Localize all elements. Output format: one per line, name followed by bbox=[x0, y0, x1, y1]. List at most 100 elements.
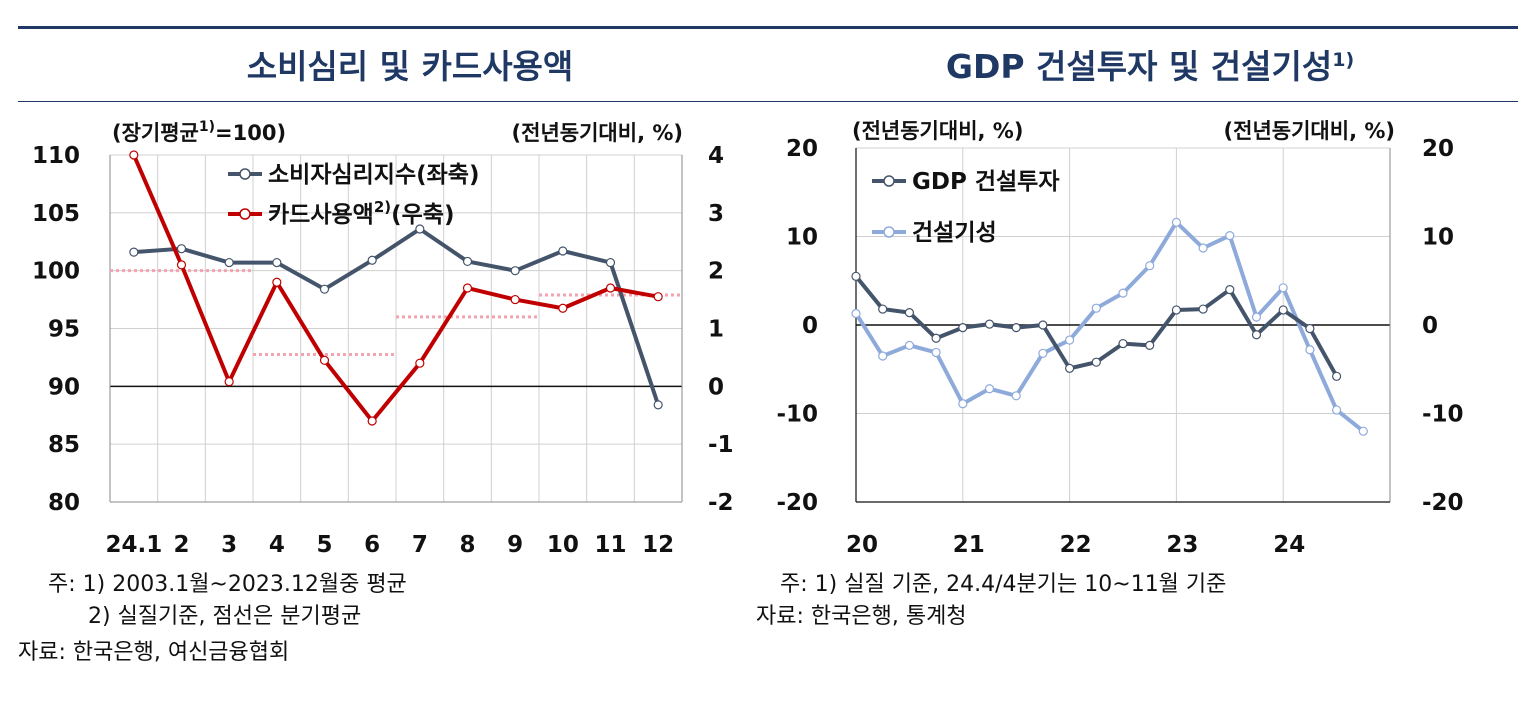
construction-output-data-point bbox=[904, 340, 915, 350]
construction-output-series-line bbox=[854, 220, 1365, 433]
right-note-1: 주: 1) 실질 기준, 24.4/4분기는 10~11월 기준 bbox=[780, 572, 1227, 597]
construction-output-data-point bbox=[1251, 312, 1262, 322]
construction-output-data-point bbox=[1278, 283, 1288, 293]
gdp-construction-data-point bbox=[958, 323, 968, 333]
x-tick-label: 4 bbox=[269, 532, 285, 558]
csi-data-point bbox=[319, 284, 330, 294]
left-unit-label: (전년동기대비, %) bbox=[852, 119, 1023, 143]
y-left-tick-label: 0 bbox=[802, 313, 818, 339]
construction-output-data-point bbox=[1011, 391, 1021, 401]
construction-output-data-point bbox=[1358, 426, 1368, 436]
gdp-construction-data-point bbox=[1198, 304, 1208, 314]
left-unit-label: (장기평균1)=100) bbox=[112, 119, 286, 145]
y-right-tick-label: 0 bbox=[1422, 313, 1438, 339]
card-data-point bbox=[129, 150, 139, 160]
y-right-tick-label: 2 bbox=[708, 259, 724, 285]
card-data-point bbox=[367, 416, 377, 426]
left-source: 자료: 한국은행, 여신금융협회 bbox=[18, 640, 290, 665]
csi-data-point bbox=[176, 244, 187, 254]
gdp-construction-series-line bbox=[854, 275, 1339, 378]
y-right-tick-label: 20 bbox=[1422, 136, 1454, 162]
gdp-construction-data-point bbox=[1278, 305, 1288, 315]
gdp-construction-data-point bbox=[1305, 323, 1315, 334]
construction-output-data-point bbox=[878, 351, 888, 361]
csi-data-point bbox=[558, 246, 568, 256]
construction-output-data-point bbox=[1091, 303, 1101, 313]
y-right-tick-label: -20 bbox=[1422, 490, 1464, 516]
legend-csi-label: 소비자심리지수(좌축) bbox=[268, 162, 479, 188]
card-series-line bbox=[131, 154, 659, 424]
left-note-1: 주: 1) 2003.1월~2023.12월중 평균 bbox=[48, 572, 407, 597]
construction-output-data-point bbox=[1331, 405, 1342, 415]
y-right-tick-label: 4 bbox=[708, 143, 724, 169]
construction-output-data-point bbox=[1225, 231, 1235, 241]
card-data-point bbox=[319, 355, 330, 365]
card-data-point bbox=[605, 283, 616, 293]
y-left-tick-label: 85 bbox=[48, 432, 80, 458]
gdp-construction-data-point bbox=[931, 333, 941, 343]
x-tick-label: 3 bbox=[221, 532, 237, 558]
x-tick-label: 9 bbox=[507, 532, 523, 558]
y-left-tick-label: 100 bbox=[32, 259, 80, 285]
right-source: 자료: 한국은행, 통계청 bbox=[756, 604, 967, 629]
construction-output-data-point bbox=[1145, 261, 1155, 271]
x-tick-label: 5 bbox=[316, 532, 332, 558]
y-left-tick-label: -20 bbox=[776, 490, 818, 516]
y-left-tick-label: 10 bbox=[786, 225, 818, 251]
gdp-construction-data-point bbox=[1331, 371, 1342, 381]
construction-output-data-point bbox=[1064, 335, 1075, 345]
left-panel-title: 소비심리 및 카드사용액 bbox=[246, 47, 574, 86]
y-right-tick-label: 3 bbox=[708, 201, 724, 227]
y-right-tick-label: 10 bbox=[1422, 225, 1454, 251]
legend-con-marker bbox=[883, 226, 895, 238]
csi-data-point bbox=[653, 400, 663, 410]
gdp-construction-data-point bbox=[904, 308, 915, 318]
x-tick-label: 22 bbox=[1060, 532, 1092, 558]
csi-data-point bbox=[224, 257, 234, 268]
gdp-construction-data-point bbox=[1064, 363, 1075, 373]
y-right-tick-label: -1 bbox=[708, 432, 734, 458]
csi-data-point bbox=[272, 257, 282, 268]
legend-card-label: 카드사용액2)(우축) bbox=[268, 198, 454, 228]
gdp-construction-data-point bbox=[851, 271, 861, 281]
legend-gdp-marker bbox=[883, 175, 895, 187]
gdp-construction-data-point bbox=[1145, 340, 1155, 350]
card-data-point bbox=[224, 377, 234, 387]
y-left-tick-label: 110 bbox=[32, 143, 80, 169]
gdp-construction-data-point bbox=[1171, 305, 1182, 315]
csi-data-point bbox=[605, 257, 616, 268]
y-left-tick-label: 80 bbox=[48, 490, 80, 516]
x-tick-label: 24.1 bbox=[105, 532, 162, 558]
x-tick-label: 10 bbox=[547, 532, 579, 558]
y-left-tick-label: 95 bbox=[48, 317, 80, 343]
right-panel-title: GDP 건설투자 및 건설기성1) bbox=[945, 47, 1355, 86]
right-unit-label: (전년동기대비, %) bbox=[1224, 119, 1395, 143]
gdp-construction-data-point bbox=[878, 304, 888, 314]
construction-output-data-point bbox=[958, 399, 968, 409]
csi-data-point bbox=[510, 266, 520, 276]
gdp-construction-data-point bbox=[1118, 338, 1128, 349]
right-unit-label: (전년동기대비, %) bbox=[512, 121, 683, 145]
gdp-construction-data-point bbox=[984, 319, 995, 329]
csi-series-line bbox=[133, 227, 661, 406]
card-data-point bbox=[415, 358, 425, 368]
x-tick-label: 7 bbox=[412, 532, 428, 558]
construction-output-data-point bbox=[1171, 217, 1182, 227]
y-left-tick-label: -10 bbox=[776, 402, 818, 428]
x-tick-label: 23 bbox=[1166, 532, 1198, 558]
gdp-construction-data-point bbox=[1038, 320, 1048, 330]
construction-output-data-point bbox=[1198, 243, 1208, 253]
csi-data-point bbox=[367, 255, 377, 265]
y-left-tick-label: 105 bbox=[32, 201, 80, 227]
csi-data-point bbox=[129, 247, 139, 257]
construction-output-data-point bbox=[1118, 288, 1128, 298]
y-right-tick-label: -2 bbox=[708, 490, 734, 516]
construction-output-data-point bbox=[931, 347, 941, 358]
x-tick-label: 6 bbox=[364, 532, 380, 558]
y-right-tick-label: 1 bbox=[708, 317, 724, 343]
card-data-point bbox=[272, 277, 282, 287]
legend-gdp-label: GDP 건설투자 bbox=[912, 169, 1059, 195]
x-tick-label: 24 bbox=[1273, 532, 1305, 558]
y-right-tick-label: 0 bbox=[708, 374, 724, 400]
card-data-point bbox=[176, 260, 187, 270]
